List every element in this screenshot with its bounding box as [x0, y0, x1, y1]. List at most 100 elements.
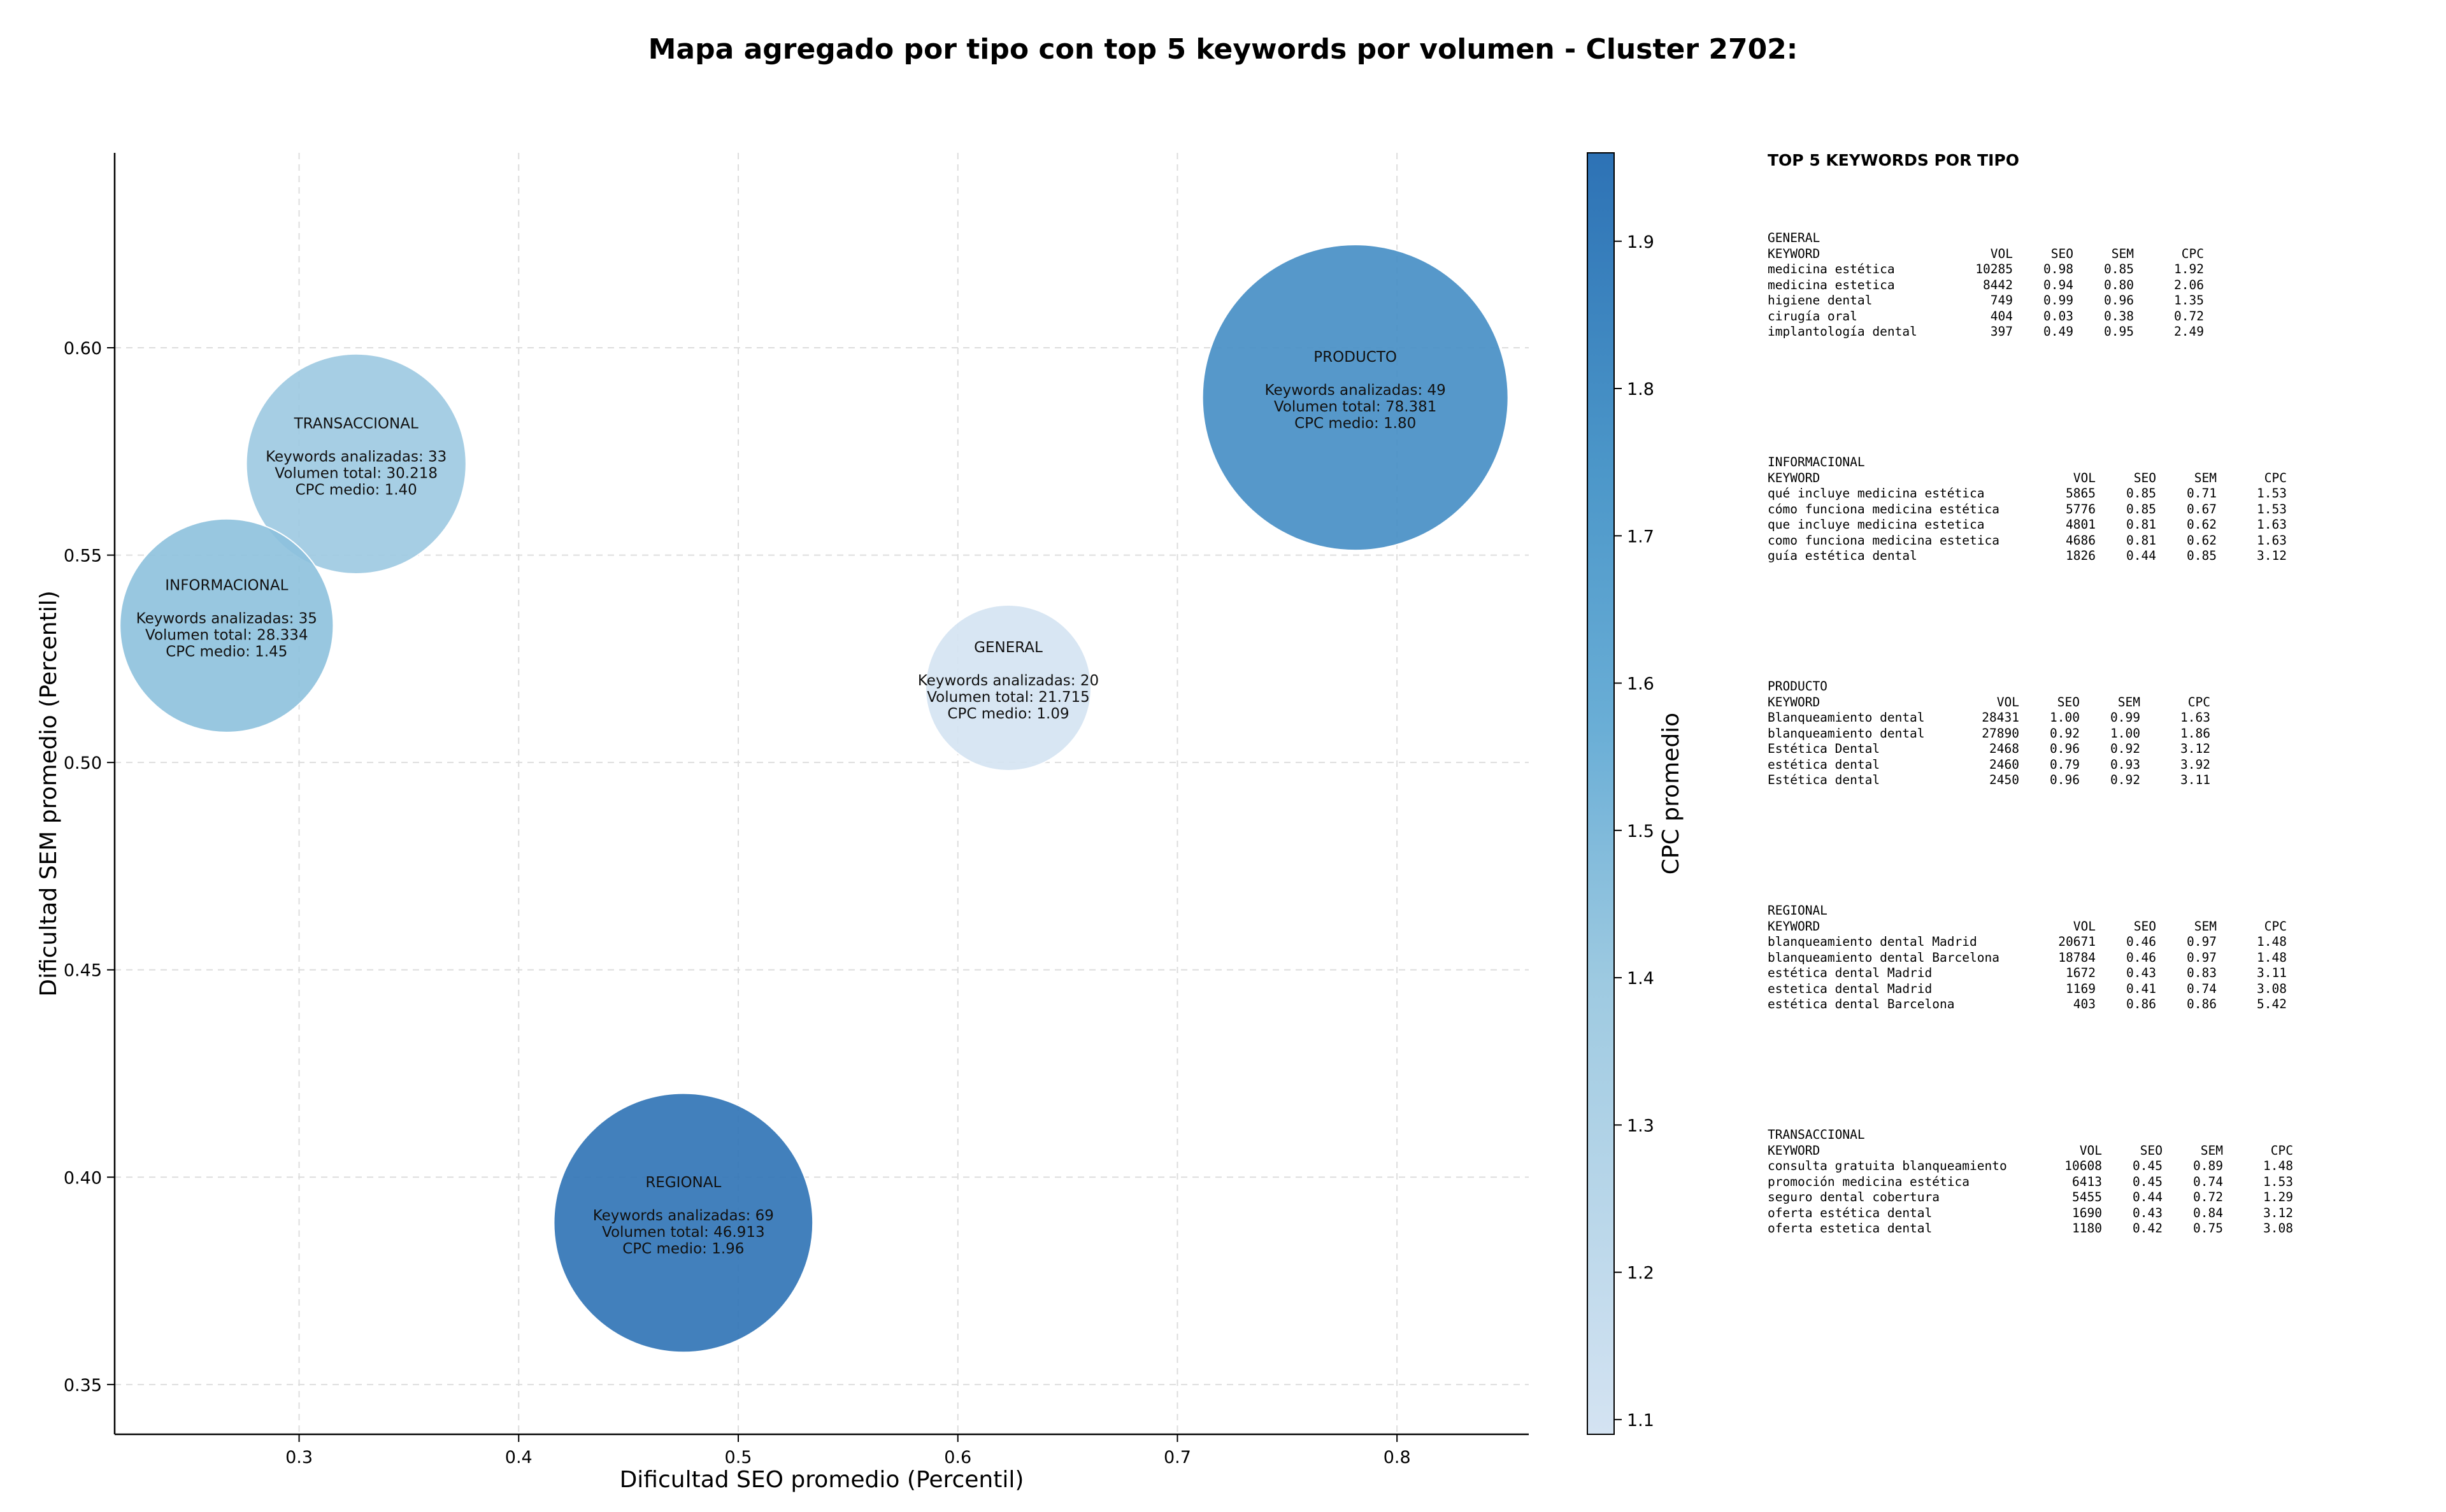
value-cell: 0.98 — [2043, 262, 2073, 276]
table-row: medicina estetica 8442 0.94 0.80 2.06 — [1768, 278, 2204, 294]
value-cell: 28431 — [1982, 710, 2019, 725]
bubble-label-type: GENERAL — [974, 639, 1043, 656]
keyword-cell: implantología dental — [1768, 324, 1917, 339]
bubble-label-type: INFORMACIONAL — [165, 577, 288, 594]
keyword-cell: KEYWORD — [1768, 1143, 1820, 1158]
value-cell: SEM — [2117, 694, 2140, 710]
keyword-cell: estetica dental Madrid — [1768, 981, 1933, 996]
value-cell: 0.79 — [2050, 757, 2080, 772]
value-cell: 5455 — [2072, 1190, 2102, 1204]
top5-group-general: GENERAL KEYWORD VOL SEO SEM CPC medicina estét… — [1768, 231, 2204, 340]
keyword-cell: como funciona medicina estetica — [1768, 532, 1999, 548]
bubble-circle — [245, 353, 467, 574]
keyword-cell: cirugía oral — [1768, 308, 1857, 324]
value-cell: 4686 — [2066, 532, 2096, 548]
value-cell: 3.92 — [2180, 757, 2210, 772]
keyword-cell: estética dental Barcelona — [1768, 997, 1955, 1011]
value-cell: 0.86 — [2187, 997, 2217, 1011]
value-cell: 0.95 — [2104, 324, 2134, 339]
value-cell: VOL — [2073, 918, 2096, 934]
y-axis-label: Dificultad SEM promedio (Percentil) — [36, 590, 62, 997]
value-cell: 0.81 — [2126, 532, 2156, 548]
value-cell: 1.53 — [2257, 486, 2287, 501]
colorbar-tick-label: 1.9 — [1627, 232, 1654, 252]
value-cell: 0.74 — [2193, 1174, 2223, 1189]
colorbar-label: CPC promedio — [1658, 713, 1684, 874]
axes: 0.3 0.4 0.5 0.6 0.7 0.8 0.35 0.40 0.45 0.50 0.55 0.… — [64, 153, 1529, 1467]
value-cell: 0.84 — [2193, 1205, 2223, 1220]
x-tick-label: 0.6 — [944, 1448, 971, 1467]
value-cell: VOL — [2079, 1143, 2102, 1158]
value-cell: 6413 — [2072, 1174, 2102, 1189]
value-cell: 1.63 — [2257, 517, 2287, 532]
keyword-cell: estética dental Madrid — [1768, 966, 1933, 980]
table-header: KEYWORD VOL SEO SEM CPC — [1768, 1143, 2293, 1159]
keyword-cell: guía estética dental — [1768, 548, 1917, 563]
value-cell: 0.62 — [2187, 532, 2217, 548]
table-row: consulta gratuita blanqueamiento 10608 0.4… — [1768, 1159, 2293, 1174]
table-row: estética dental Madrid 1672 0.43 0.83 3.11 — [1768, 966, 2287, 981]
value-cell: CPC — [2181, 246, 2204, 261]
value-cell: 1.00 — [2110, 725, 2140, 741]
keyword-cell: medicina estetica — [1768, 277, 1895, 292]
table-row: implantología dental 397 0.49 0.95 2.49 — [1768, 324, 2204, 340]
y-tick-label: 0.60 — [64, 339, 102, 359]
value-cell: 0.80 — [2104, 277, 2134, 292]
table-row: Estética dental 2450 0.96 0.92 3.11 — [1768, 773, 2210, 788]
value-cell: SEO — [2050, 246, 2073, 261]
keyword-cell: que incluye medicina estetica — [1768, 517, 1985, 532]
value-cell: 0.49 — [2043, 324, 2073, 339]
value-cell: 27890 — [1982, 725, 2019, 741]
y-tick-label: 0.45 — [64, 961, 102, 981]
value-cell: SEO — [2133, 918, 2156, 934]
value-cell: 3.12 — [2257, 548, 2287, 563]
group-name: INFORMACIONAL — [1768, 455, 1865, 469]
table-row: Estética Dental 2468 0.96 0.92 3.12 — [1768, 741, 2210, 757]
value-cell: 0.99 — [2043, 293, 2073, 308]
value-cell: 1826 — [2066, 548, 2096, 563]
value-cell: 0.46 — [2126, 950, 2156, 965]
value-cell: SEM — [2194, 918, 2217, 934]
value-cell: 5865 — [2066, 486, 2096, 501]
x-tick-label: 0.7 — [1164, 1448, 1191, 1467]
keyword-cell: promoción medicina estética — [1768, 1174, 1970, 1189]
value-cell: 0.94 — [2043, 277, 2073, 292]
value-cell: CPC — [2270, 1143, 2293, 1158]
value-cell: VOL — [1990, 246, 2013, 261]
value-cell: VOL — [2073, 470, 2096, 485]
bubble-label-volume-line: Volumen total: 78.381 — [1274, 399, 1437, 415]
value-cell: 0.43 — [2126, 966, 2156, 980]
value-cell: 0.85 — [2126, 501, 2156, 517]
colorbar-tick-label: 1.5 — [1627, 822, 1654, 841]
value-cell: 0.85 — [2187, 548, 2217, 563]
colorbar-tick-label: 1.4 — [1627, 969, 1654, 988]
bubble-circle — [553, 1092, 814, 1353]
bubble-label-keywords-line: Keywords analizadas: 49 — [1265, 382, 1446, 399]
value-cell: 3.11 — [2180, 773, 2210, 787]
table-row: blanqueamiento dental Barcelona 18784 0.46… — [1768, 950, 2287, 966]
keyword-cell: seguro dental cobertura — [1768, 1190, 1940, 1204]
table-row: que incluye medicina estetica 4801 0.81 0.6… — [1768, 517, 2287, 533]
value-cell: 3.12 — [2180, 741, 2210, 756]
group-name: GENERAL — [1768, 231, 1820, 245]
value-cell: 0.85 — [2126, 486, 2156, 501]
top5-title: TOP 5 KEYWORDS POR TIPO — [1768, 151, 2019, 169]
bubble-label-type: TRANSACCIONAL — [294, 415, 418, 432]
value-cell: 1.63 — [2180, 710, 2210, 725]
value-cell: CPC — [2264, 470, 2287, 485]
keyword-cell: higiene dental — [1768, 293, 1873, 308]
y-tick-label: 0.55 — [64, 546, 102, 566]
table-row: guía estética dental 1826 0.44 0.85 3.12 — [1768, 548, 2287, 564]
table-row: cirugía oral 404 0.03 0.38 0.72 — [1768, 309, 2204, 325]
value-cell: 0.44 — [2126, 548, 2156, 563]
value-cell: 18784 — [2058, 950, 2096, 965]
value-cell: CPC — [2264, 918, 2287, 934]
group-name: TRANSACCIONAL — [1768, 1127, 1865, 1142]
group-name: REGIONAL — [1768, 903, 1827, 918]
value-cell: 0.86 — [2126, 997, 2156, 1011]
value-cell: SEO — [2140, 1143, 2163, 1158]
y-tick-label: 0.40 — [64, 1168, 102, 1188]
keyword-cell: cómo funciona medicina estética — [1768, 501, 1999, 517]
